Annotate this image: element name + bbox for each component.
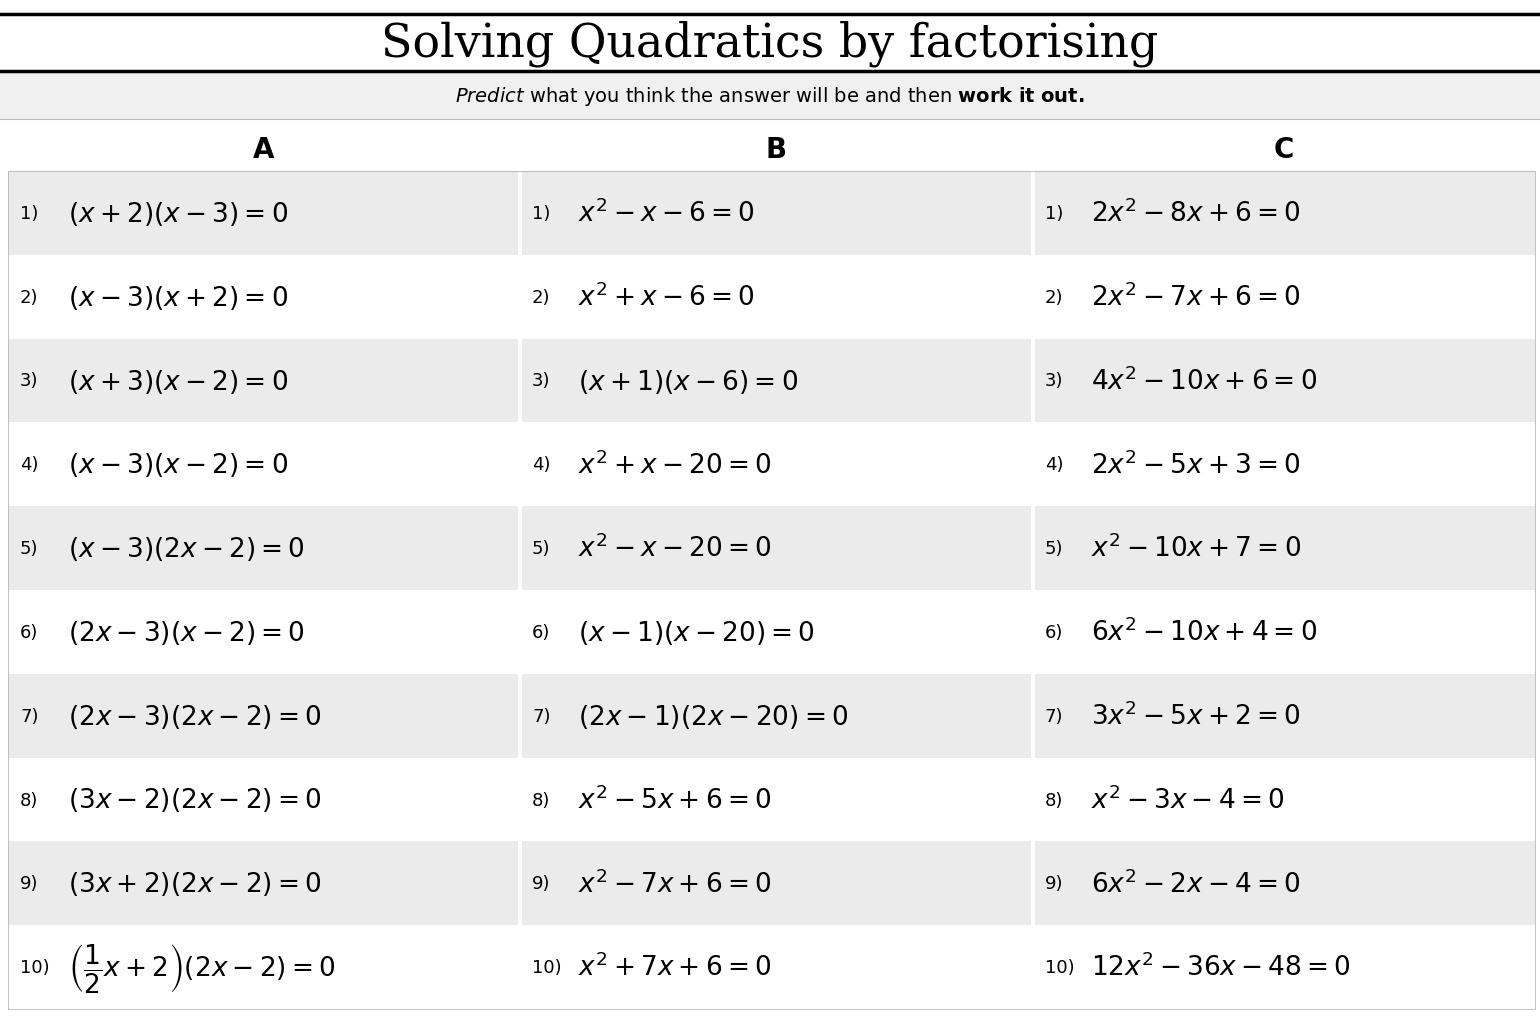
Text: 4): 4): [20, 455, 38, 474]
Text: 10): 10): [1046, 958, 1075, 976]
Text: $x^2 + 7x + 6 = 0$: $x^2 + 7x + 6 = 0$: [578, 953, 772, 981]
FancyBboxPatch shape: [1035, 339, 1535, 423]
Text: $6x^2 - 2x - 4 = 0$: $6x^2 - 2x - 4 = 0$: [1090, 869, 1300, 898]
FancyBboxPatch shape: [522, 339, 1030, 423]
Text: $(3x + 2)(2x - 2) = 0$: $(3x + 2)(2x - 2) = 0$: [68, 869, 322, 898]
FancyBboxPatch shape: [1035, 675, 1535, 758]
Text: $2x^2 - 8x + 6 = 0$: $2x^2 - 8x + 6 = 0$: [1090, 200, 1300, 228]
Text: 10): 10): [20, 958, 49, 976]
Text: $x^2 - x - 20 = 0$: $x^2 - x - 20 = 0$: [578, 534, 772, 562]
FancyBboxPatch shape: [1035, 842, 1535, 925]
Text: $x^2 - 3x - 4 = 0$: $x^2 - 3x - 4 = 0$: [1090, 786, 1284, 814]
Text: 4): 4): [531, 455, 550, 474]
Text: $(x + 1)(x - 6) = 0$: $(x + 1)(x - 6) = 0$: [578, 367, 798, 395]
Text: $4x^2 - 10x + 6 = 0$: $4x^2 - 10x + 6 = 0$: [1090, 367, 1317, 395]
Text: 7): 7): [20, 707, 38, 725]
Text: 6): 6): [20, 624, 38, 641]
Text: $(x - 1)(x - 20) = 0$: $(x - 1)(x - 20) = 0$: [578, 619, 815, 646]
Text: 3): 3): [20, 372, 38, 390]
Text: $(2x - 1)(2x - 20) = 0$: $(2x - 1)(2x - 20) = 0$: [578, 702, 849, 730]
FancyBboxPatch shape: [0, 72, 1540, 120]
Text: $12x^2 - 36x - 48 = 0$: $12x^2 - 36x - 48 = 0$: [1090, 953, 1351, 981]
FancyBboxPatch shape: [8, 842, 517, 925]
Text: $\bf{\it{Predict}}$ what you think the answer will be and then $\bf{work\ it\ ou: $\bf{\it{Predict}}$ what you think the a…: [456, 85, 1084, 107]
Text: 3): 3): [1046, 372, 1064, 390]
Text: $\left(\dfrac{1}{2}x + 2\right)(2x - 2) = 0$: $\left(\dfrac{1}{2}x + 2\right)(2x - 2) …: [68, 941, 336, 994]
FancyBboxPatch shape: [8, 675, 517, 758]
Text: 6): 6): [1046, 624, 1064, 641]
Text: 5): 5): [531, 540, 550, 557]
Text: 4): 4): [1046, 455, 1064, 474]
Text: $x^2 - 5x + 6 = 0$: $x^2 - 5x + 6 = 0$: [578, 786, 772, 814]
Text: $3x^2 - 5x + 2 = 0$: $3x^2 - 5x + 2 = 0$: [1090, 702, 1300, 731]
Text: 7): 7): [1046, 707, 1064, 725]
Text: B: B: [765, 136, 787, 164]
FancyBboxPatch shape: [8, 506, 517, 590]
FancyBboxPatch shape: [522, 506, 1030, 590]
Text: 9): 9): [1046, 874, 1064, 893]
Text: 2): 2): [20, 288, 38, 307]
FancyBboxPatch shape: [8, 172, 517, 256]
Text: 5): 5): [20, 540, 38, 557]
Text: $(x - 3)(2x - 2) = 0$: $(x - 3)(2x - 2) = 0$: [68, 535, 305, 562]
Text: $(x - 3)(x - 2) = 0$: $(x - 3)(x - 2) = 0$: [68, 450, 288, 479]
Text: 1): 1): [20, 205, 38, 223]
FancyBboxPatch shape: [1035, 506, 1535, 590]
Text: $(x - 3)(x + 2) = 0$: $(x - 3)(x + 2) = 0$: [68, 283, 288, 312]
Text: C: C: [1274, 136, 1294, 164]
Text: 8): 8): [20, 791, 38, 809]
FancyBboxPatch shape: [522, 842, 1030, 925]
Text: 2): 2): [531, 288, 550, 307]
FancyBboxPatch shape: [1035, 172, 1535, 256]
Text: $2x^2 - 7x + 6 = 0$: $2x^2 - 7x + 6 = 0$: [1090, 283, 1300, 312]
Text: 3): 3): [531, 372, 550, 390]
Text: $x^2 + x - 20 = 0$: $x^2 + x - 20 = 0$: [578, 450, 772, 479]
Text: 5): 5): [1046, 540, 1064, 557]
Text: 9): 9): [531, 874, 550, 893]
Text: A: A: [253, 136, 274, 164]
Text: $x^2 - x - 6 = 0$: $x^2 - x - 6 = 0$: [578, 200, 755, 228]
Text: 6): 6): [531, 624, 550, 641]
Text: 8): 8): [1046, 791, 1064, 809]
Text: 7): 7): [531, 707, 550, 725]
FancyBboxPatch shape: [8, 339, 517, 423]
Text: $(x + 3)(x - 2) = 0$: $(x + 3)(x - 2) = 0$: [68, 367, 288, 395]
Text: 2): 2): [1046, 288, 1064, 307]
Text: $x^2 - 10x + 7 = 0$: $x^2 - 10x + 7 = 0$: [1090, 534, 1301, 562]
Text: $x^2 - 7x + 6 = 0$: $x^2 - 7x + 6 = 0$: [578, 869, 772, 898]
FancyBboxPatch shape: [522, 675, 1030, 758]
Text: 1): 1): [1046, 205, 1064, 223]
Text: $(x + 2)(x - 3) = 0$: $(x + 2)(x - 3) = 0$: [68, 200, 288, 227]
FancyBboxPatch shape: [0, 15, 1540, 72]
Text: Solving Quadratics by factorising: Solving Quadratics by factorising: [382, 20, 1158, 66]
FancyBboxPatch shape: [522, 172, 1030, 256]
Text: $2x^2 - 5x + 3 = 0$: $2x^2 - 5x + 3 = 0$: [1090, 450, 1300, 479]
Text: 8): 8): [531, 791, 550, 809]
Text: $(2x - 3)(x - 2) = 0$: $(2x - 3)(x - 2) = 0$: [68, 619, 305, 646]
Text: 10): 10): [531, 958, 562, 976]
Text: $6x^2 - 10x + 4 = 0$: $6x^2 - 10x + 4 = 0$: [1090, 619, 1317, 646]
Text: 1): 1): [531, 205, 550, 223]
Text: $(3x - 2)(2x - 2) = 0$: $(3x - 2)(2x - 2) = 0$: [68, 786, 322, 814]
Text: $x^2 + x - 6 = 0$: $x^2 + x - 6 = 0$: [578, 283, 755, 312]
Text: $(2x - 3)(2x - 2) = 0$: $(2x - 3)(2x - 2) = 0$: [68, 702, 322, 730]
Text: 9): 9): [20, 874, 38, 893]
